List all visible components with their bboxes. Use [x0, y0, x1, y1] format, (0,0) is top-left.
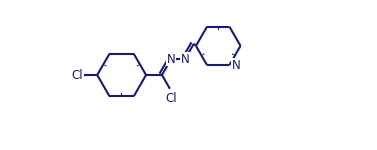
- Text: N: N: [231, 59, 240, 72]
- Text: Cl: Cl: [72, 69, 83, 81]
- Text: N: N: [167, 53, 175, 66]
- Text: N: N: [181, 53, 189, 66]
- Text: Cl: Cl: [165, 92, 177, 105]
